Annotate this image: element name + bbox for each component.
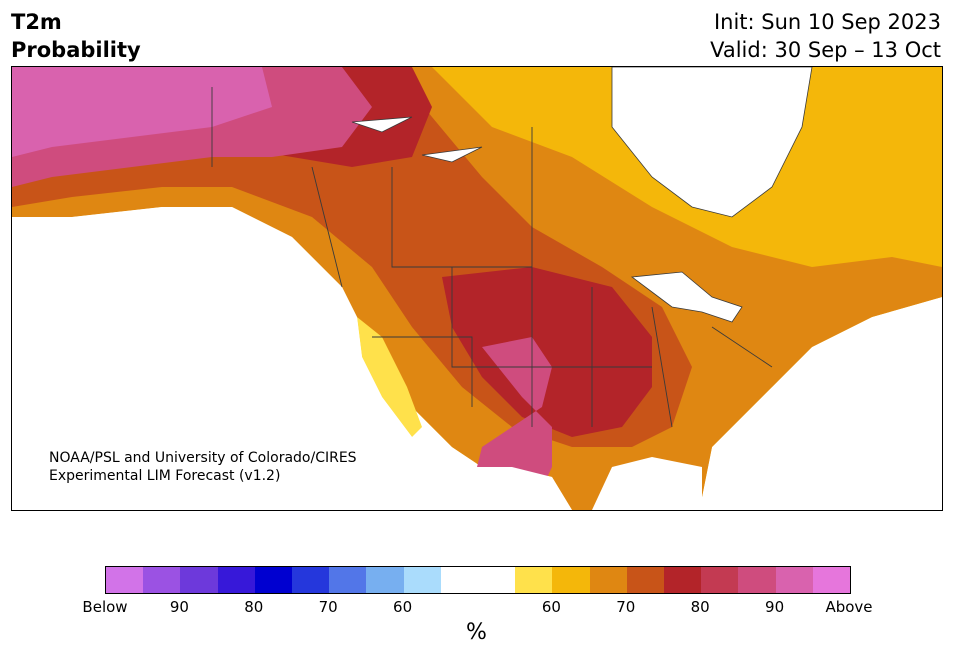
great-lakes xyxy=(630,271,743,323)
colorbar-cell xyxy=(478,567,516,593)
colorbar-cell xyxy=(106,567,144,593)
forecast-dates: Init: Sun 10 Sep 2023 Valid: 30 Sep – 13… xyxy=(710,8,941,64)
colorbar xyxy=(105,566,851,594)
colorbar-cell xyxy=(403,567,441,593)
colorbar-cell xyxy=(552,567,590,593)
colorbar-tick-label: 90 xyxy=(169,598,189,616)
ocean-south xyxy=(432,467,572,510)
colorbar-tick-label: 80 xyxy=(690,598,710,616)
colorbar-cell xyxy=(292,567,330,593)
colorbar-cell xyxy=(329,567,367,593)
colorbar-cell xyxy=(701,567,739,593)
lake-1 xyxy=(351,116,413,133)
colorbar-tick-label: Below xyxy=(82,598,128,616)
colorbar-cell xyxy=(217,567,255,593)
colorbar-tick-label: Above xyxy=(825,598,873,616)
variable-label: T2m xyxy=(11,10,62,34)
colorbar-cell xyxy=(626,567,665,593)
colorbar-cell xyxy=(254,567,293,593)
credit-line-1: NOAA/PSL and University of Colorado/CIRE… xyxy=(49,450,357,466)
gulf xyxy=(592,457,702,510)
colorbar-cell xyxy=(143,567,181,593)
colorbar-tick-label: 60 xyxy=(541,598,561,616)
colorbar-unit: % xyxy=(466,620,487,645)
map-title: T2m Probability xyxy=(11,8,141,64)
colorbar-tick-label: 80 xyxy=(244,598,264,616)
product-label: Probability xyxy=(11,38,141,62)
colorbar-cell xyxy=(180,567,218,593)
colorbar-cell xyxy=(589,567,627,593)
lake-2 xyxy=(421,146,483,163)
valid-date: Valid: 30 Sep – 13 Oct xyxy=(710,38,941,62)
colorbar-ticks: Below 90 80 70 60 60 70 80 90 Above xyxy=(0,598,953,618)
colorbar-cell xyxy=(664,567,702,593)
probability-map xyxy=(11,66,943,511)
colorbar-cell xyxy=(440,567,479,593)
map-canvas xyxy=(12,67,942,510)
colorbar-cell xyxy=(812,567,851,593)
credit-line-2: Experimental LIM Forecast (v1.2) xyxy=(49,468,281,484)
region-yellow xyxy=(357,317,422,437)
colorbar-cell xyxy=(738,567,776,593)
region-magenta xyxy=(12,67,272,157)
state-borders xyxy=(211,87,773,428)
colorbar-cell xyxy=(515,567,553,593)
ocean-west xyxy=(12,207,432,510)
colorbar-tick-label: 60 xyxy=(393,598,413,616)
region-red xyxy=(212,67,652,437)
map-credit: NOAA/PSL and University of Colorado/CIRE… xyxy=(49,449,357,485)
colorbar-cell xyxy=(775,567,813,593)
init-date: Init: Sun 10 Sep 2023 xyxy=(713,10,941,34)
colorbar-tick-label: 90 xyxy=(765,598,785,616)
colorbar-tick-label: 70 xyxy=(318,598,338,616)
colorbar-cell xyxy=(366,567,404,593)
colorbar-tick-label: 70 xyxy=(616,598,636,616)
hudson-bay xyxy=(611,67,813,218)
